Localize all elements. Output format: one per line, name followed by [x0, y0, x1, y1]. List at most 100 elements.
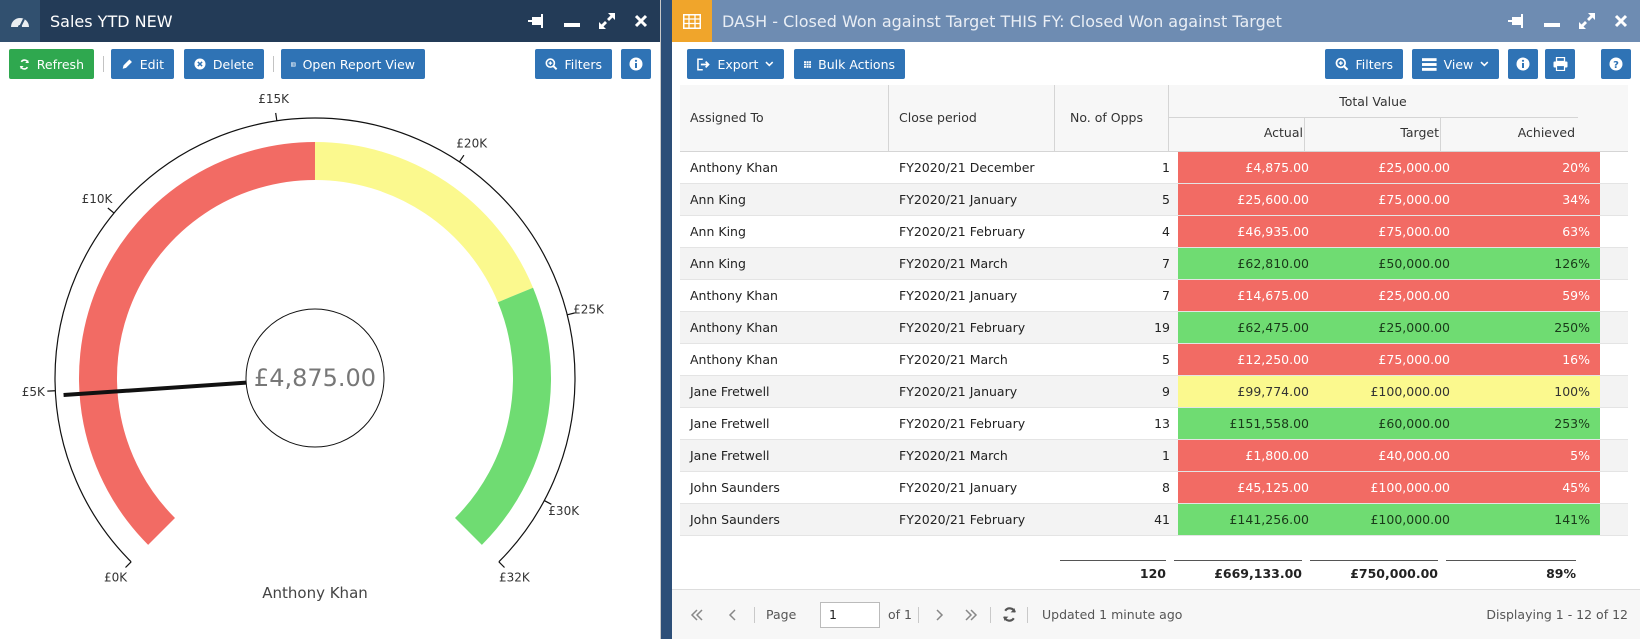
cell-achieved: 59%: [1460, 280, 1600, 311]
cell-assigned-to: Anthony Khan: [690, 160, 778, 175]
first-page-icon[interactable]: [690, 608, 704, 622]
cell-target: £60,000.00: [1319, 408, 1460, 439]
report-toolbar: Export Bulk Actions Filters View ?: [672, 42, 1640, 85]
table-row[interactable]: Ann King FY2020/21 January 5 £25,600.00 £75,…: [680, 184, 1628, 216]
cell-target: £25,000.00: [1319, 280, 1460, 311]
cell-no-of-opps: 9: [1162, 384, 1170, 399]
help-button[interactable]: ?: [1601, 49, 1631, 79]
table-row[interactable]: John Saunders FY2020/21 February 41 £141,25…: [680, 504, 1628, 536]
table-row[interactable]: Ann King FY2020/21 March 7 £62,810.00 £50,00…: [680, 248, 1628, 280]
cell-achieved: 253%: [1460, 408, 1600, 439]
refresh-button[interactable]: Refresh: [9, 49, 94, 79]
cell-actual: £25,600.00: [1178, 184, 1319, 215]
cell-close-period: FY2020/21 February: [899, 320, 1026, 335]
print-icon: [1553, 57, 1567, 71]
page-number-input[interactable]: 1: [820, 602, 880, 628]
refresh-icon: [19, 58, 29, 70]
close-icon[interactable]: [1614, 14, 1628, 28]
cell-close-period: FY2020/21 March: [899, 352, 1008, 367]
gauge-value-label: £4,875.00: [254, 364, 376, 392]
grid-table-icon: [672, 0, 712, 42]
report-panel: DASH - Closed Won against Target THIS FY…: [672, 0, 1640, 639]
gauge-tick-mark: [544, 500, 552, 505]
cell-no-of-opps: 1: [1162, 160, 1170, 175]
cell-close-period: FY2020/21 December: [899, 160, 1035, 175]
column-group-total-value: Total Value: [1339, 94, 1407, 109]
bulk-actions-button[interactable]: Bulk Actions: [794, 49, 905, 79]
table-row[interactable]: Ann King FY2020/21 February 4 £46,935.00 £75…: [680, 216, 1628, 248]
pin-icon[interactable]: [528, 14, 546, 28]
table-row[interactable]: Jane Fretwell FY2020/21 March 1 £1,800.00 £4…: [680, 440, 1628, 472]
info-button[interactable]: [621, 49, 651, 79]
gauge-tick-mark: [498, 561, 505, 568]
filters-button[interactable]: Filters: [1325, 49, 1403, 79]
gauge-tick-label: £15K: [258, 92, 290, 106]
delete-button[interactable]: Delete: [184, 49, 264, 79]
print-button[interactable]: [1545, 49, 1575, 79]
cell-target: £40,000.00: [1319, 440, 1460, 471]
cell-target: £75,000.00: [1319, 184, 1460, 215]
cell-target: £25,000.00: [1319, 312, 1460, 343]
cell-achieved: 63%: [1460, 216, 1600, 247]
column-close-period[interactable]: Close period: [899, 110, 977, 125]
cell-achieved: 16%: [1460, 344, 1600, 375]
cell-target: £100,000.00: [1319, 504, 1460, 535]
gauge-panel: Sales YTD NEW Refresh Edit Delete Open R…: [0, 0, 661, 639]
list-icon: [1422, 57, 1437, 71]
refresh-label: Refresh: [36, 56, 84, 72]
table-row[interactable]: Jane Fretwell FY2020/21 February 13 £151,55…: [680, 408, 1628, 440]
minimize-icon[interactable]: [1544, 14, 1560, 28]
cell-actual: £45,125.00: [1178, 472, 1319, 503]
maximize-icon[interactable]: [598, 12, 616, 30]
table-row[interactable]: Anthony Khan FY2020/21 February 19 £62,475.…: [680, 312, 1628, 344]
info-button[interactable]: [1508, 49, 1538, 79]
report-panel-title: DASH - Closed Won against Target THIS FY…: [722, 11, 1282, 31]
gauge-tick-mark: [125, 561, 132, 568]
gauge-tick-label: £10K: [82, 192, 114, 206]
maximize-icon[interactable]: [1578, 12, 1596, 30]
gauge-tick-label: £32K: [499, 570, 531, 584]
table-row[interactable]: Anthony Khan FY2020/21 January 7 £14,675.00…: [680, 280, 1628, 312]
table-row[interactable]: John Saunders FY2020/21 January 8 £45,125.0…: [680, 472, 1628, 504]
cell-assigned-to: Jane Fretwell: [690, 448, 770, 463]
cell-no-of-opps: 13: [1154, 416, 1170, 431]
page-count-label: of 1: [888, 607, 912, 622]
report-panel-titlebar: DASH - Closed Won against Target THIS FY…: [672, 0, 1640, 42]
cell-actual: £62,810.00: [1178, 248, 1319, 279]
export-button[interactable]: Export: [687, 49, 784, 79]
minimize-icon[interactable]: [564, 14, 580, 28]
open-report-view-label: Open Report View: [302, 56, 415, 72]
table-icon: [291, 62, 296, 66]
cell-no-of-opps: 7: [1162, 256, 1170, 271]
gauge-tick-label: £20K: [456, 137, 488, 151]
cell-achieved: 5%: [1460, 440, 1600, 471]
cell-target: £50,000.00: [1319, 248, 1460, 279]
column-actual[interactable]: Actual: [1263, 125, 1303, 140]
column-achieved[interactable]: Achieved: [1517, 125, 1575, 140]
table-row[interactable]: Anthony Khan FY2020/21 December 1 £4,875.00…: [680, 152, 1628, 184]
cell-close-period: FY2020/21 February: [899, 512, 1026, 527]
table-row[interactable]: Jane Fretwell FY2020/21 January 9 £99,774.0…: [680, 376, 1628, 408]
previous-page-icon[interactable]: [726, 608, 740, 622]
total-opps: 120: [1139, 566, 1166, 581]
column-assigned-to[interactable]: Assigned To: [690, 110, 764, 125]
column-no-of-opps[interactable]: No. of Opps: [1070, 110, 1143, 125]
toolbar-divider: [103, 56, 104, 72]
last-page-icon[interactable]: [964, 608, 978, 622]
close-icon[interactable]: [634, 14, 648, 28]
gauge-ticks: £0K £5K £10K £15K £20K £25K £30K £32K: [22, 92, 605, 584]
cell-assigned-to: Ann King: [690, 224, 746, 239]
next-page-icon[interactable]: [932, 608, 946, 622]
grid-totals-row: 120 £669,133.00 £750,000.00 89%: [680, 560, 1628, 586]
open-report-view-button[interactable]: Open Report View: [281, 49, 425, 79]
view-button[interactable]: View: [1412, 49, 1499, 79]
cell-target: £100,000.00: [1319, 472, 1460, 503]
cell-close-period: FY2020/21 January: [899, 480, 1018, 495]
refresh-icon[interactable]: [1002, 607, 1017, 622]
gauge-tick-mark: [567, 312, 576, 316]
column-target[interactable]: Target: [1400, 125, 1439, 140]
edit-button[interactable]: Edit: [111, 49, 174, 79]
table-row[interactable]: Anthony Khan FY2020/21 March 5 £12,250.00 £7…: [680, 344, 1628, 376]
pin-icon[interactable]: [1508, 14, 1526, 28]
filters-button[interactable]: Filters: [535, 49, 612, 79]
